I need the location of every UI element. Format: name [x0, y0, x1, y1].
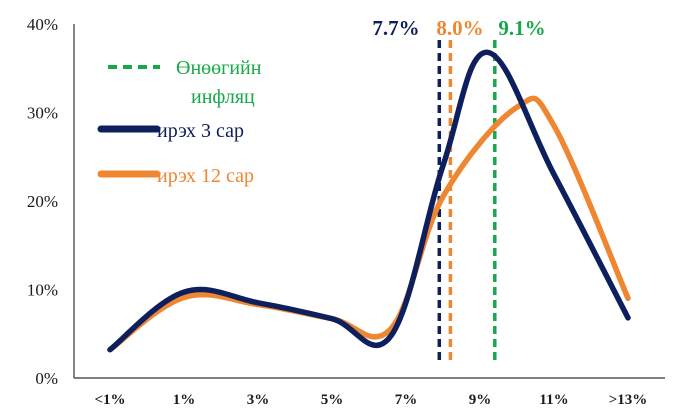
legend-current-inflation-label-line2: инфляц: [191, 86, 255, 108]
y-tick-label: 10%: [27, 281, 58, 300]
x-tick-label: 9%: [469, 392, 492, 408]
legend-12-month-label: ирэх 12 сар: [157, 165, 254, 187]
legend-3-month-label: ирэх 3 сар: [157, 120, 244, 142]
x-tick-labels: <1% 1% 3% 5% 7% 9% 11% >13%: [94, 392, 647, 408]
y-tick-label: 30%: [27, 104, 58, 123]
y-tick-labels: 0% 10% 20% 30% 40%: [27, 15, 58, 388]
x-tick-label: <1%: [94, 392, 125, 408]
reference-line-label: 7.7%: [372, 16, 419, 40]
y-tick-label: 40%: [27, 15, 58, 34]
legend-current-inflation-label-line1: Өнөөгийн: [176, 57, 262, 79]
series-line: [107, 49, 631, 353]
x-tick-label: 3%: [247, 392, 270, 408]
series-lines: [107, 49, 631, 353]
y-tick-label: 20%: [27, 192, 58, 211]
reference-line-label: 8.0%: [436, 16, 483, 40]
x-tick-label: 5%: [321, 392, 344, 408]
x-tick-label: 7%: [395, 392, 418, 408]
x-tick-label: 11%: [539, 392, 568, 408]
x-tick-label: 1%: [173, 392, 196, 408]
x-tick-label: >13%: [609, 392, 648, 408]
reference-line-label: 9.1%: [498, 16, 545, 40]
legend: Өнөөгийн инфляц ирэх 3 сар ирэх 12 сар: [97, 57, 262, 187]
y-tick-label: 0%: [35, 369, 58, 388]
